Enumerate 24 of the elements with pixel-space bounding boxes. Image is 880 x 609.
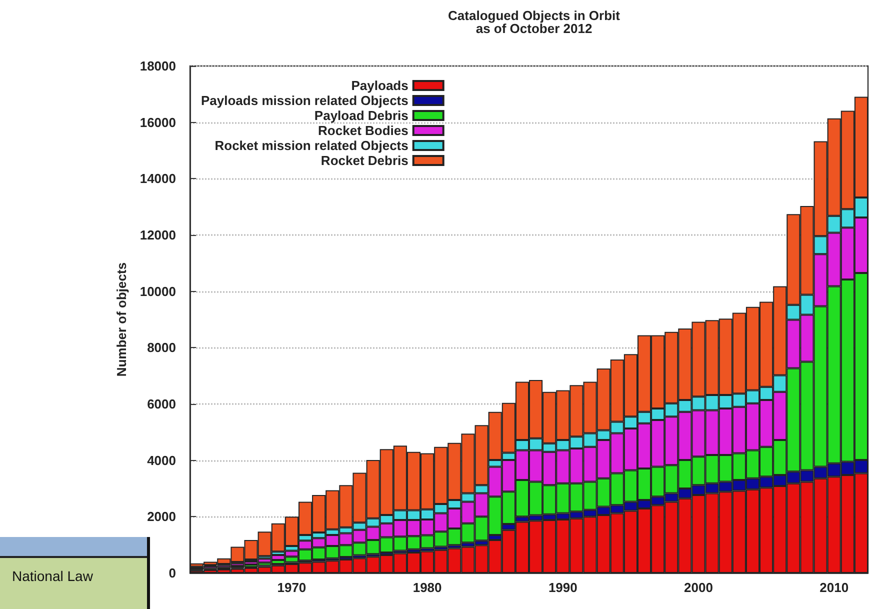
y-tick-label: 18000 [140,58,176,74]
x-tick-label: 2000 [684,580,713,595]
y-axis-title: Number of objects [114,262,129,377]
y-tick-label: 12000 [140,228,176,242]
y-tick-label: 14000 [140,171,176,186]
y-tick-label: 0 [168,566,176,580]
chart-title: Catalogued Objects in Orbit [448,8,621,23]
y-tick-label: 8000 [147,340,176,356]
y-tick-label: 6000 [147,396,176,412]
x-tick-label: 1980 [412,580,442,595]
x-tick-label: 1990 [548,580,578,595]
legend-label: Payloads mission related Objects [201,93,408,108]
y-tick-label: 16000 [140,114,176,130]
legend-label: Rocket mission related Objects [214,138,408,153]
x-tick-label: 1970 [277,580,306,595]
legend-label: Payloads [351,78,408,93]
y-tick-label: 10000 [140,284,176,299]
y-tick-label: 4000 [147,452,176,468]
legend-label: Rocket Bodies [318,123,408,138]
x-tick-label: 2010 [820,580,849,595]
legend-label: Payload Debris [314,108,408,123]
legend-label: Rocket Debris [320,153,408,168]
y-tick-label: 2000 [147,509,176,524]
text: National Law [0,558,147,609]
